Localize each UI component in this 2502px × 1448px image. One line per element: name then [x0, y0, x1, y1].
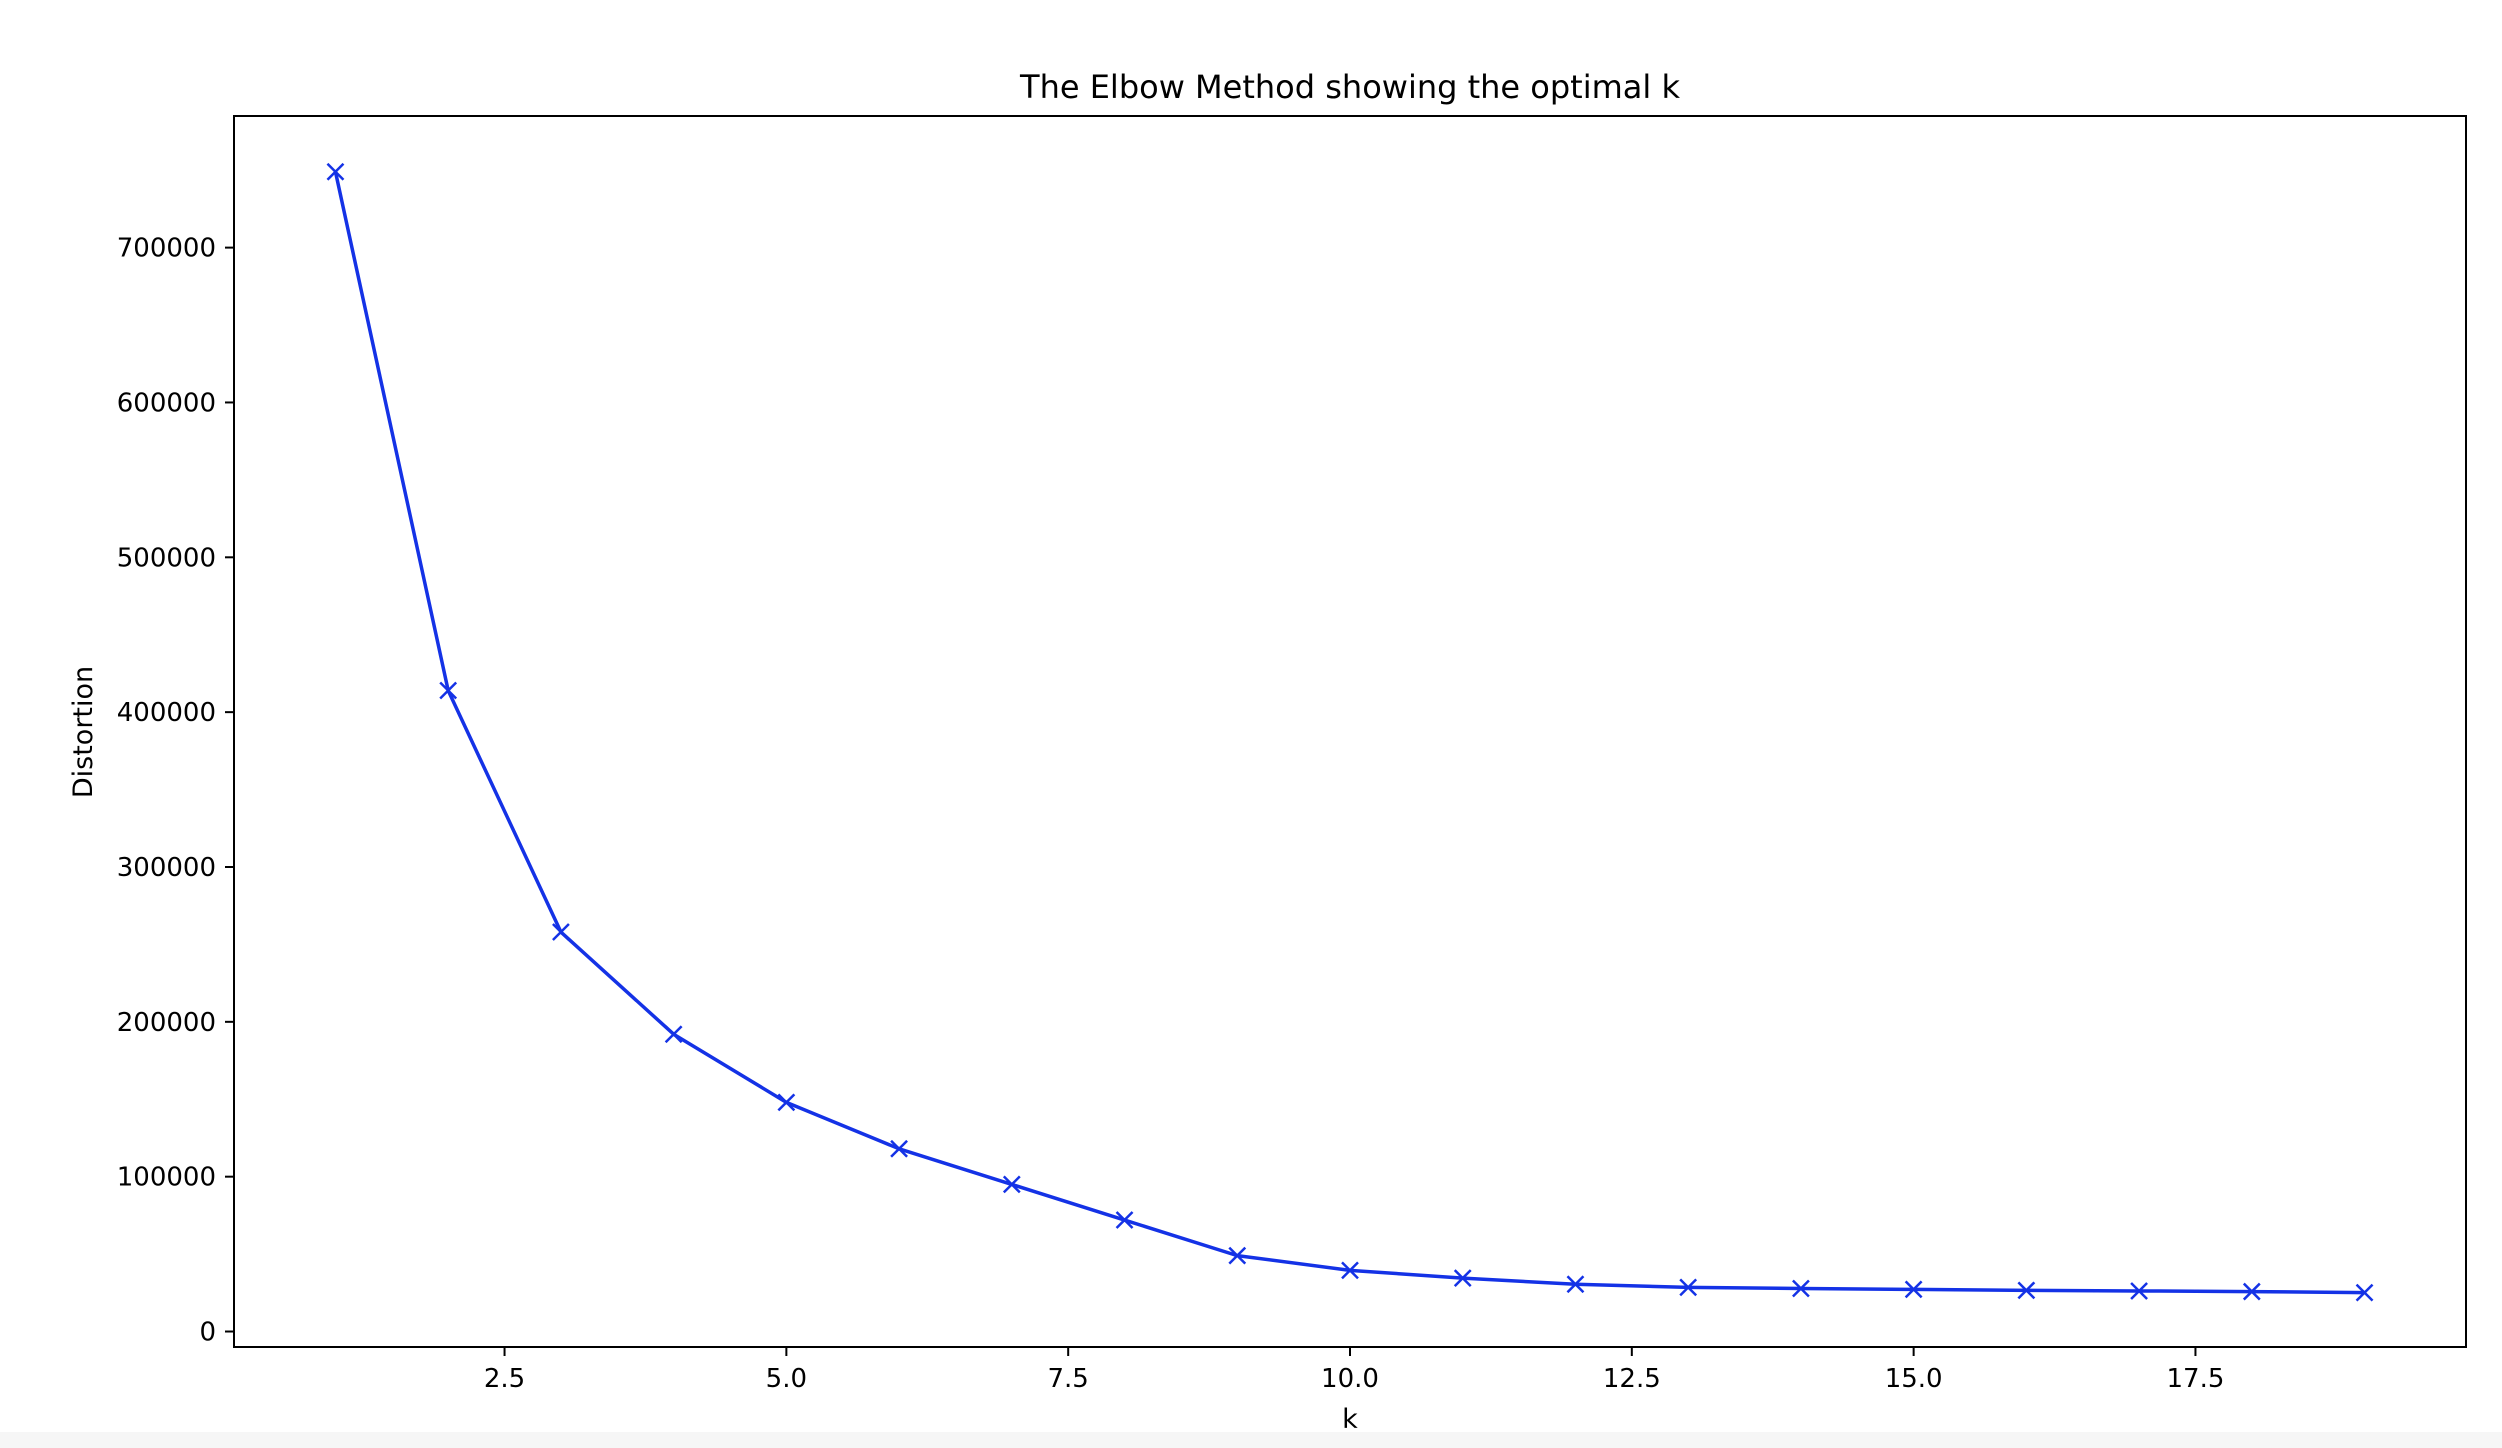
window-bottom-strip: [0, 1432, 2502, 1448]
x-tick-label: 10.0: [1321, 1364, 1379, 1394]
data-point-marker: [664, 1025, 683, 1044]
series-line: [333, 171, 2365, 1295]
data-point-marker: [1453, 1269, 1472, 1287]
data-point-marker: [439, 681, 458, 700]
data-point-marker: [2017, 1281, 2036, 1300]
plot-area: [326, 162, 2374, 1302]
y-tick-label: 200000: [117, 1008, 216, 1038]
x-tick-label: 2.5: [484, 1364, 525, 1394]
x-tick-label: 15.0: [1885, 1364, 1943, 1394]
data-point-marker: [326, 162, 345, 181]
data-point-marker: [1679, 1278, 1698, 1297]
y-tick-label: 400000: [117, 698, 216, 728]
y-axis: 0 100000 200000 300000 400000 500000 600000 700…: [117, 234, 234, 1348]
chart-title: The Elbow Method showing the optimal k: [1019, 68, 1680, 106]
data-point-marker: [1792, 1279, 1810, 1298]
data-point-marker: [1904, 1280, 1923, 1299]
data-point-marker: [1341, 1261, 1359, 1280]
data-point-marker: [552, 923, 570, 941]
data-point-marker: [890, 1139, 908, 1158]
axes-frame: [233, 115, 2467, 1348]
y-tick-label: 100000: [117, 1163, 216, 1193]
y-axis-label: Distortion: [68, 666, 99, 798]
x-axis-label: k: [1342, 1404, 1358, 1435]
data-point-marker: [1115, 1211, 1134, 1229]
data-point-marker: [2130, 1282, 2148, 1300]
y-tick-label: 500000: [117, 543, 216, 573]
x-tick-label: 5.0: [766, 1364, 807, 1394]
data-point-marker: [2355, 1283, 2374, 1302]
y-tick-label: 300000: [117, 853, 216, 883]
data-point-marker: [1002, 1175, 1021, 1194]
y-tick-label: 0: [199, 1318, 216, 1348]
x-tick-label: 17.5: [2167, 1364, 2225, 1394]
y-tick-label: 600000: [117, 388, 216, 418]
x-tick-label: 12.5: [1603, 1364, 1661, 1394]
data-point-marker: [1228, 1246, 1247, 1265]
data-point-marker: [1566, 1275, 1585, 1294]
data-point-marker: [777, 1093, 796, 1112]
x-axis: 2.5 5.0 7.5 10.0 12.5 15.0 17.5: [484, 1347, 2225, 1394]
y-tick-label: 700000: [117, 234, 216, 264]
data-point-marker: [2242, 1282, 2261, 1301]
x-tick-label: 7.5: [1048, 1364, 1089, 1394]
